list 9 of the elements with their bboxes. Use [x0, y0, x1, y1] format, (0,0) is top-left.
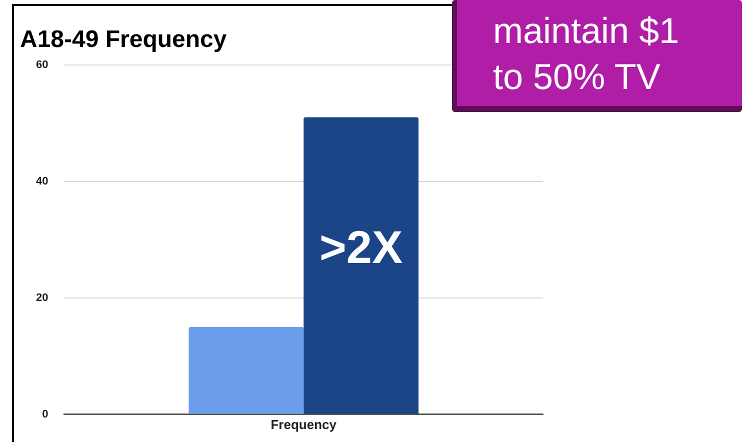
y-tick-label: 40 — [36, 175, 48, 188]
annotation: to 50% TV — [493, 55, 662, 99]
chart-title: A18-49 Frequency — [20, 26, 228, 54]
y-tick-label: 0 — [42, 408, 48, 420]
x-tick-label: Frequency — [270, 416, 338, 432]
callout-box: maintain $1 to 50% TV — [452, 0, 742, 112]
annotation: >2X — [320, 220, 403, 273]
y-tick-label: 60 — [36, 58, 48, 71]
y-tick-label: 20 — [36, 292, 48, 304]
